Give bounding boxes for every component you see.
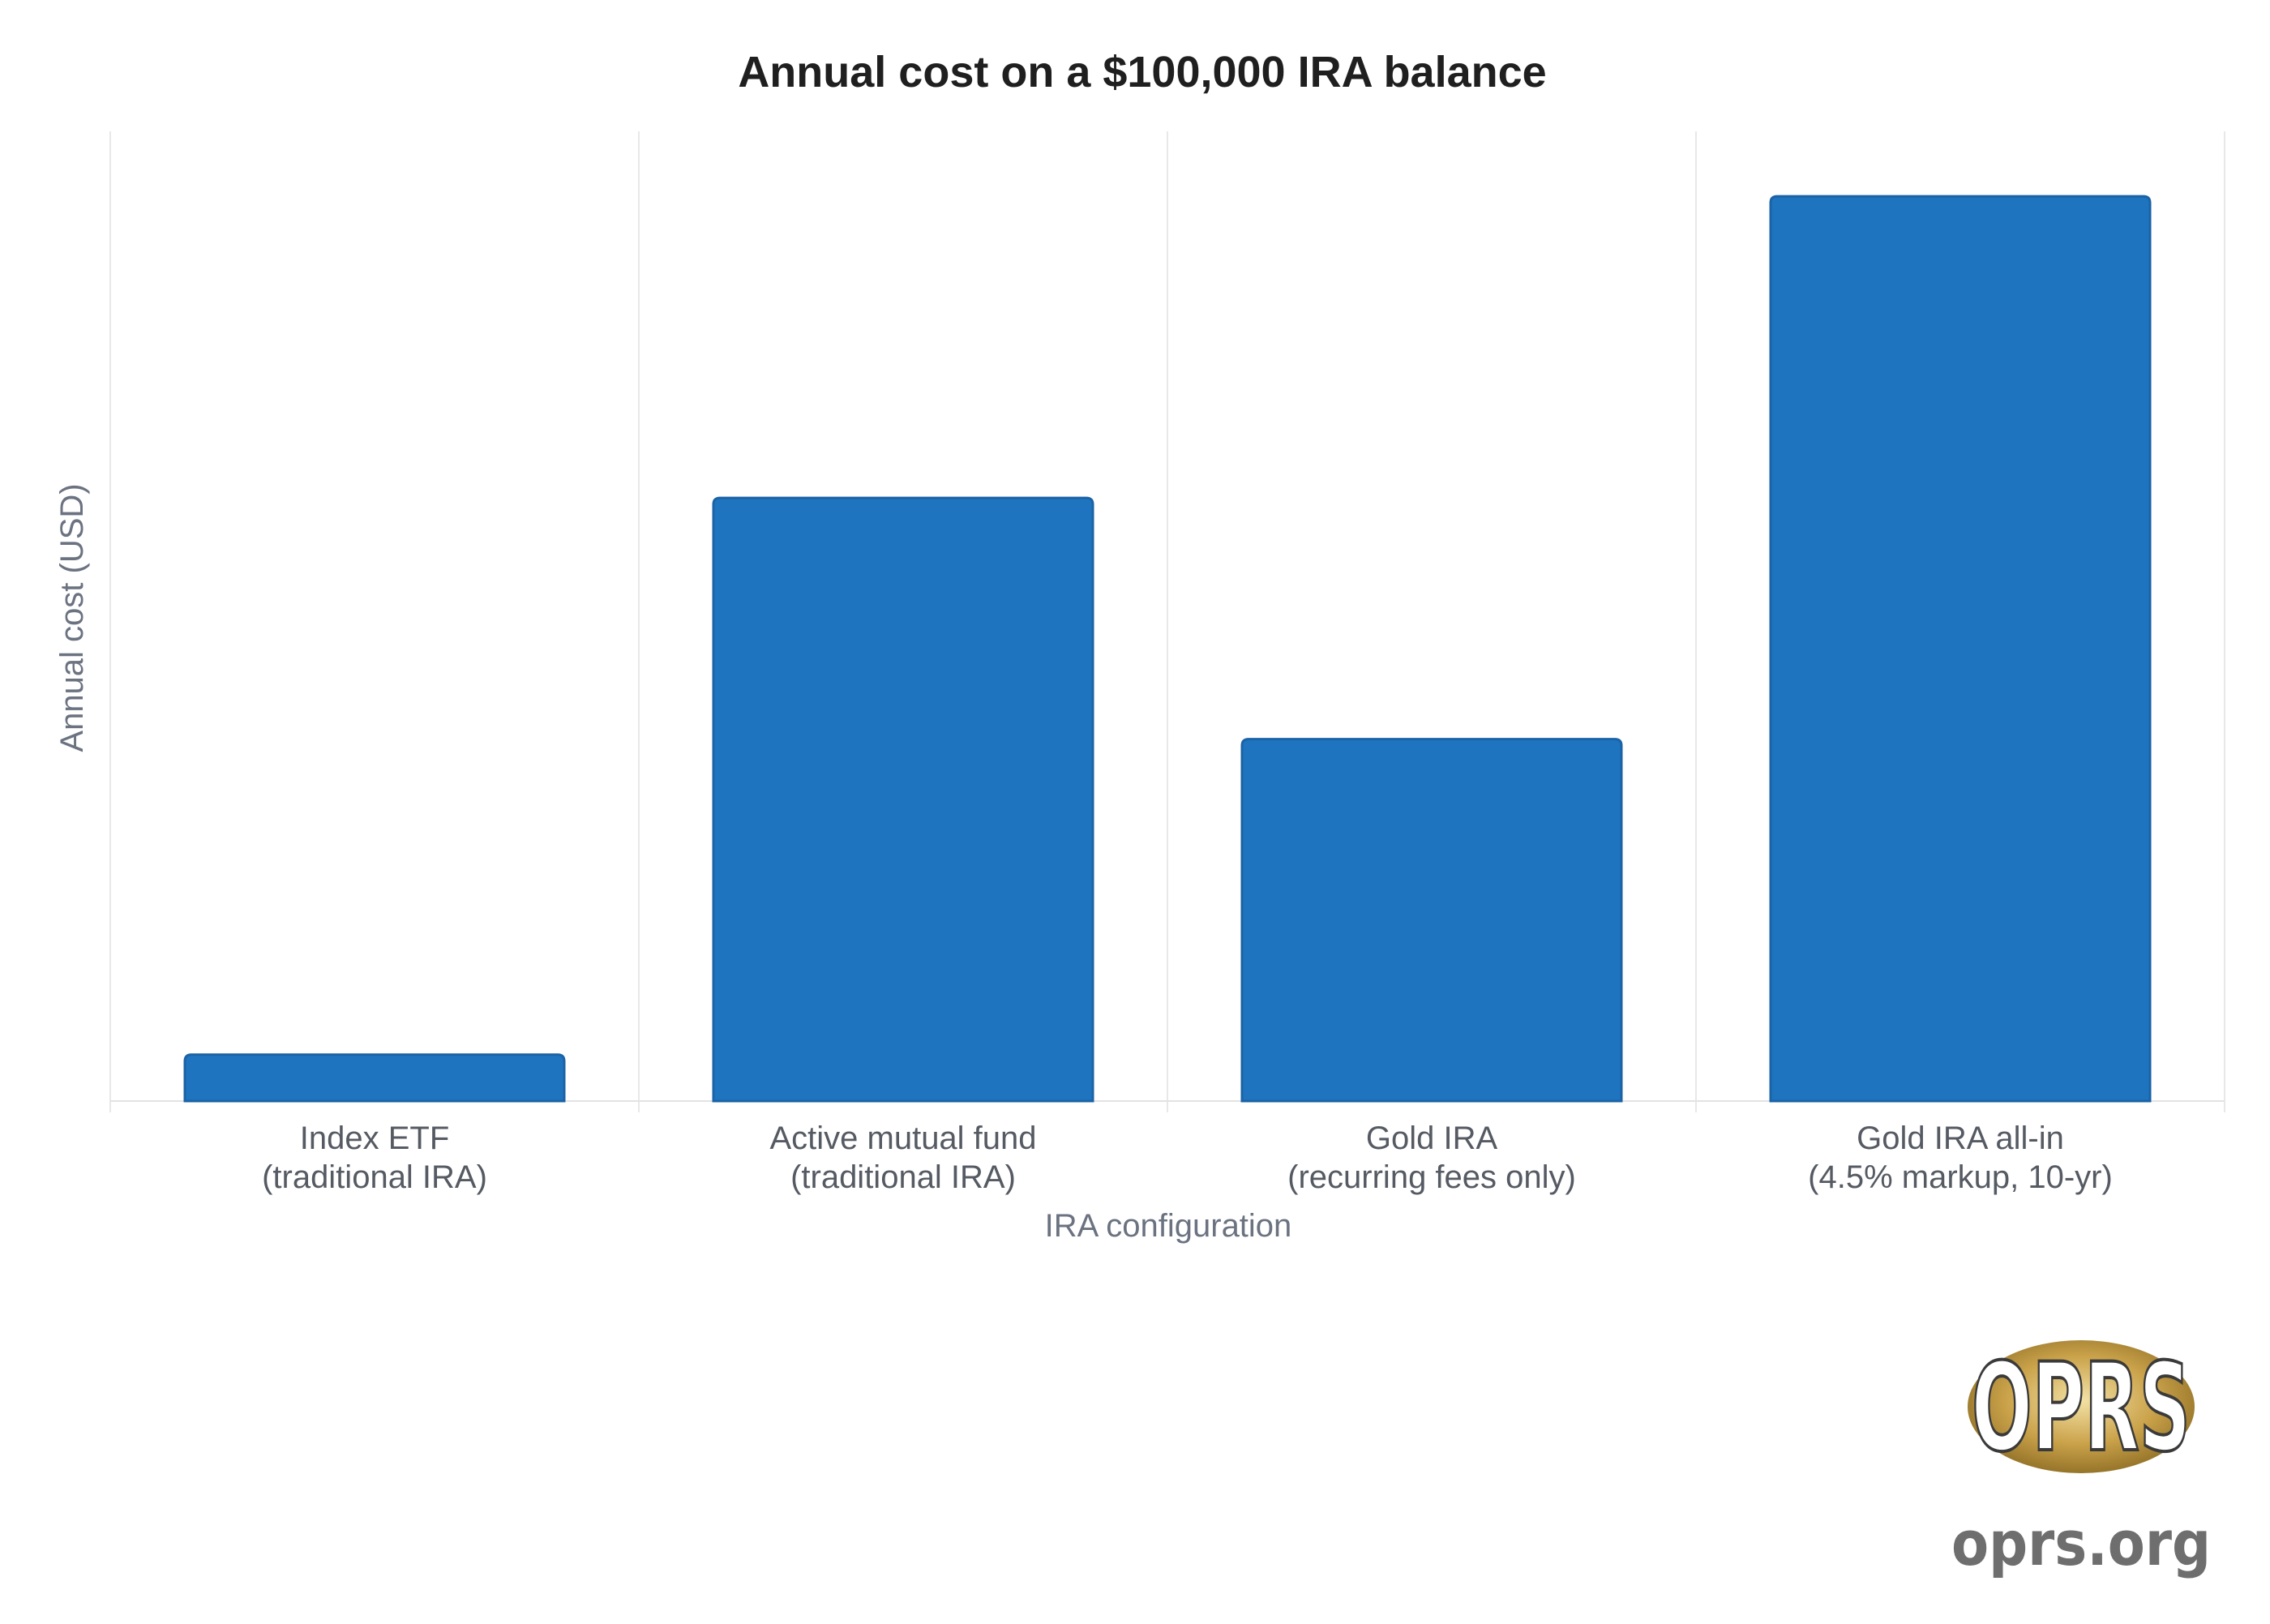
x-tick-label-1-line-2: (traditional IRA) xyxy=(262,1159,487,1195)
y-axis-label: Annual cost (USD) xyxy=(54,483,90,752)
x-tick-label-4-line-2: (4.5% markup, 10-yr) xyxy=(1808,1159,2113,1195)
site-url: oprs.org xyxy=(1951,1507,2211,1579)
logo: OPRS oprs.org xyxy=(1951,1336,2211,1579)
x-tick-label-3-line-2: (recurring fees only) xyxy=(1287,1159,1576,1195)
x-tick-label-2-line-1: Active mutual fund xyxy=(769,1121,1036,1156)
x-tick-labels: Index ETF(traditional IRA)Active mutual … xyxy=(262,1121,2113,1195)
x-tick-label-2-line-2: (traditional IRA) xyxy=(790,1159,1016,1195)
logo-text: OPRS xyxy=(1972,1338,2191,1479)
bar-3 xyxy=(1240,738,1623,1103)
bars xyxy=(183,195,2152,1103)
bar-4 xyxy=(1769,195,2152,1103)
bar-1 xyxy=(183,1053,566,1103)
x-tick-label-3-line-1: Gold IRA xyxy=(1366,1121,1498,1156)
chart-title: Annual cost on a $100,000 IRA balance xyxy=(738,48,1546,96)
x-tick-label-4-line-1: Gold IRA all-in xyxy=(1857,1121,2064,1156)
bar-2 xyxy=(712,496,1094,1103)
logo-coin-icon xyxy=(1968,1340,2195,1473)
x-tick-label-1-line-1: Index ETF xyxy=(300,1121,450,1156)
x-axis-label: IRA configuration xyxy=(1045,1208,1292,1244)
